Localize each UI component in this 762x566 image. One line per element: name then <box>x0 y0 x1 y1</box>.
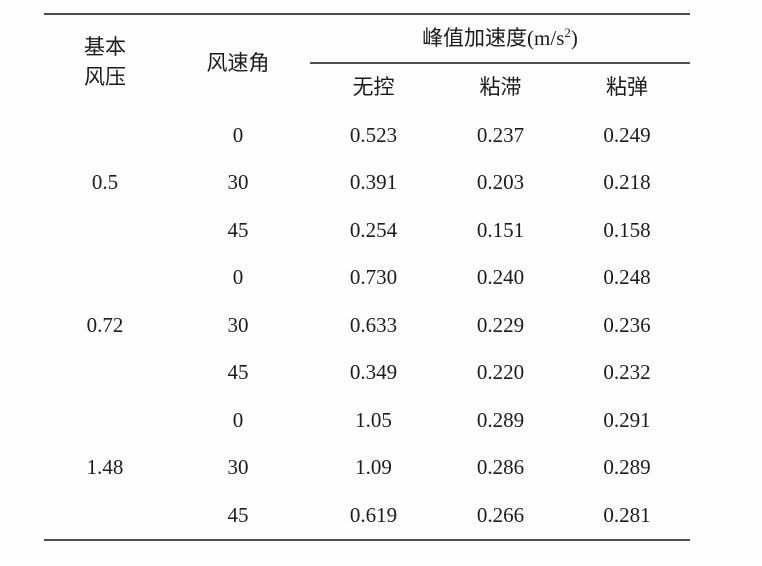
header-viscoelastic: 粘弹 <box>606 75 648 100</box>
table-row: 1.48 0 1.05 0.289 0.291 <box>44 396 690 480</box>
angle-cell: 0 <box>232 265 244 290</box>
header-peak-acceleration-text: 峰值加速度(m/s <box>422 26 565 51</box>
header-basic-wind-pressure-line2: 风压 <box>84 65 126 89</box>
value-cell-uncontrolled: 1.05 <box>355 407 392 432</box>
value-cell-uncontrolled: 0.391 <box>349 170 398 195</box>
value-cell-uncontrolled: 1.09 <box>355 455 392 480</box>
value-cell-viscous: 0.240 <box>476 265 525 290</box>
table-row: 45 0.349 0.220 0.232 <box>44 349 690 397</box>
value-cell-viscous: 0.266 <box>476 502 525 527</box>
table-body: 0.5 0 0.523 0.237 0.249 30 0.391 0.203 0… <box>44 111 690 540</box>
value-cell-viscoelastic: 0.232 <box>603 360 651 385</box>
value-cell-viscoelastic: 0.291 <box>603 407 651 432</box>
value-cell-viscous: 0.237 <box>476 122 525 147</box>
value-cell-viscoelastic: 0.248 <box>603 265 651 290</box>
value-cell-viscoelastic: 0.249 <box>603 122 651 147</box>
value-cell-viscous: 0.289 <box>476 407 525 432</box>
header-row-1: 基本 风压 风速角 峰值加速度(m/s2) <box>44 14 690 89</box>
value-cell-viscous: 0.229 <box>476 312 525 337</box>
angle-cell: 0 <box>232 122 244 147</box>
value-cell-viscoelastic: 0.218 <box>603 170 651 195</box>
header-basic-wind-pressure: 基本 风压 <box>44 14 166 111</box>
value-cell-viscoelastic: 0.289 <box>603 455 651 480</box>
value-cell-viscous: 0.220 <box>476 360 525 385</box>
value-cell-uncontrolled: 0.254 <box>349 217 398 242</box>
table-row: 30 0.391 0.203 0.218 <box>44 159 690 207</box>
table-row: 30 0.633 0.229 0.236 <box>44 301 690 349</box>
angle-cell: 0 <box>232 407 244 432</box>
value-cell-uncontrolled: 0.619 <box>349 502 398 527</box>
angle-cell: 30 <box>227 312 249 337</box>
value-cell-viscoelastic: 0.281 <box>603 502 651 527</box>
value-cell-viscous: 0.286 <box>476 455 525 480</box>
table-row: 30 1.09 0.286 0.289 <box>44 444 690 492</box>
value-cell-viscoelastic: 0.158 <box>603 217 651 242</box>
pressure-cell: 1.48 <box>86 455 124 480</box>
header-basic-wind-pressure-line1: 基本 <box>84 35 126 60</box>
value-cell-viscous: 0.203 <box>476 170 525 195</box>
table-row: 45 0.619 0.266 0.281 <box>44 491 690 540</box>
table-header: 基本 风压 风速角 峰值加速度(m/s2) 无控 粘滞 粘弹 <box>44 14 690 111</box>
value-cell-viscous: 0.151 <box>476 217 525 242</box>
page: { "table": { "header": { "pressure_line1… <box>0 13 762 566</box>
angle-cell: 45 <box>227 360 249 385</box>
header-viscous: 粘滞 <box>479 75 522 100</box>
table-row: 0.72 0 0.730 0.240 0.248 <box>44 254 690 337</box>
header-peak-acceleration-group: 峰值加速度(m/s2) <box>310 14 690 64</box>
value-cell-uncontrolled: 0.349 <box>349 360 398 385</box>
header-unit-close-paren: ) <box>570 26 578 51</box>
header-uncontrolled: 无控 <box>352 75 395 100</box>
angle-cell: 45 <box>227 217 249 242</box>
header-wind-speed-angle: 风速角 <box>206 50 270 75</box>
pressure-cell: 0.5 <box>91 170 119 195</box>
pressure-cell: 0.72 <box>86 312 124 337</box>
value-cell-uncontrolled: 0.633 <box>349 312 398 337</box>
angle-cell: 30 <box>227 170 249 195</box>
table-row: 45 0.254 0.151 0.158 <box>44 206 690 254</box>
peak-acceleration-table: 基本 风压 风速角 峰值加速度(m/s2) 无控 粘滞 粘弹 0.5 0 0.5… <box>44 13 690 541</box>
angle-cell: 45 <box>227 502 249 527</box>
value-cell-uncontrolled: 0.730 <box>349 265 398 290</box>
value-cell-viscoelastic: 0.236 <box>603 312 651 337</box>
table-row: 0.5 0 0.523 0.237 0.249 <box>44 111 690 195</box>
angle-cell: 30 <box>227 455 249 480</box>
header-unit-superscript: 2 <box>564 25 571 41</box>
value-cell-uncontrolled: 0.523 <box>349 122 398 147</box>
header-row-2: 无控 粘滞 粘弹 <box>44 63 690 111</box>
data-table-container: 基本 风压 风速角 峰值加速度(m/s2) 无控 粘滞 粘弹 0.5 0 0.5… <box>44 13 690 541</box>
